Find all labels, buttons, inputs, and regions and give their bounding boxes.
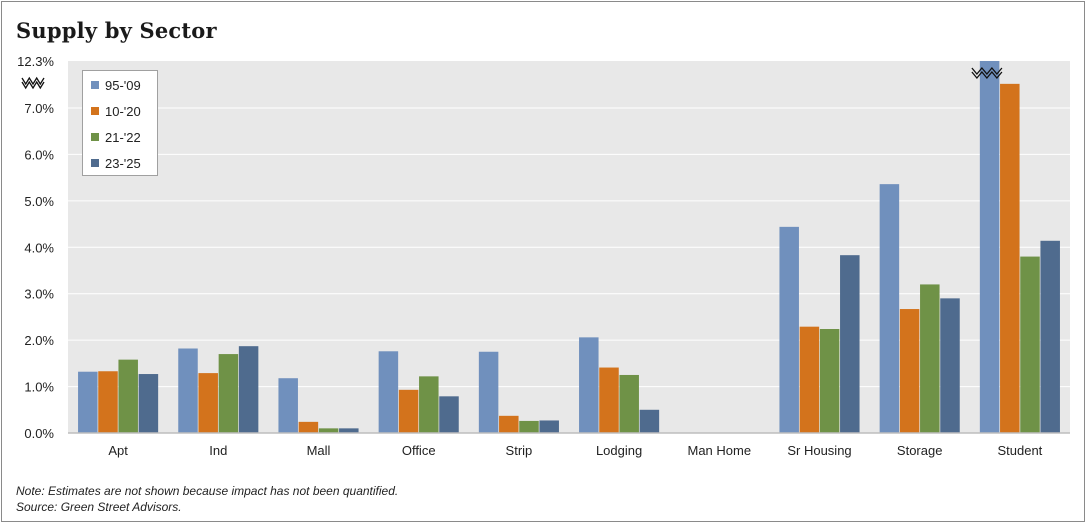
x-tick-label: Office xyxy=(402,443,436,458)
bar xyxy=(899,309,920,433)
x-tick-label: Apt xyxy=(108,443,128,458)
footnote: Note: Estimates are not shown because im… xyxy=(16,484,399,498)
x-tick-label: Strip xyxy=(506,443,533,458)
bar xyxy=(118,359,138,433)
y-tick-label: 1.0% xyxy=(24,380,54,395)
legend-label: 21-'22 xyxy=(105,130,141,145)
legend-swatch xyxy=(91,159,99,167)
bar xyxy=(819,329,840,433)
bar xyxy=(579,337,599,433)
chart-title: Supply by Sector xyxy=(16,18,217,43)
axes: 0.0% 1.0% 2.0% 3.0% 4.0% 5.0% 6.0% 7.0% 12.3% Apt… xyxy=(17,54,1070,458)
legend-swatch xyxy=(91,133,99,141)
bar xyxy=(419,376,439,433)
x-tick-label: Student xyxy=(997,443,1042,458)
y-tick-label: 2.0% xyxy=(24,333,54,348)
bar xyxy=(298,421,319,433)
bar xyxy=(879,184,900,433)
legend-swatch xyxy=(91,81,99,89)
bar xyxy=(519,420,539,433)
break-zigzag xyxy=(21,80,45,90)
y-tick-label: 3.0% xyxy=(24,287,54,302)
y-tick-label: 7.0% xyxy=(24,101,54,116)
x-tick-label: Sr Housing xyxy=(787,443,851,458)
source-note: Source: Green Street Advisors. xyxy=(16,500,182,514)
bar xyxy=(539,420,559,433)
bar xyxy=(1000,83,1020,433)
y-tick-label: 0.0% xyxy=(24,426,54,441)
bar xyxy=(278,378,298,433)
bar xyxy=(138,374,159,433)
x-tick-label: Mall xyxy=(307,443,331,458)
bar xyxy=(378,351,399,433)
bar xyxy=(238,346,259,433)
bar xyxy=(198,373,218,433)
bar xyxy=(439,396,459,433)
bar xyxy=(619,374,639,433)
y-tick-label: 12.3% xyxy=(17,54,54,69)
legend-label: 23-'25 xyxy=(105,156,141,171)
bar xyxy=(339,428,359,433)
bar xyxy=(318,428,339,433)
bar xyxy=(98,371,118,433)
legend: 95-'09 10-'20 21-'22 23-'25 xyxy=(82,70,158,176)
x-tick-label: Ind xyxy=(209,443,227,458)
bar xyxy=(779,226,799,433)
x-tick-label: Lodging xyxy=(596,443,642,458)
break-zigzag xyxy=(971,66,1003,76)
bar xyxy=(478,351,499,433)
bar xyxy=(1020,256,1040,433)
legend-item: 95-'09 xyxy=(91,79,141,93)
axis-break xyxy=(21,66,1003,90)
bar xyxy=(599,367,619,433)
legend-item: 21-'22 xyxy=(91,131,141,145)
bar xyxy=(840,255,860,433)
legend-label: 10-'20 xyxy=(105,104,141,119)
bar xyxy=(639,409,660,433)
bar xyxy=(78,371,98,433)
bar xyxy=(979,61,1000,433)
bar xyxy=(799,326,820,433)
x-tick-label: Storage xyxy=(897,443,943,458)
bar xyxy=(940,298,960,433)
y-tick-label: 4.0% xyxy=(24,240,54,255)
legend-item: 10-'20 xyxy=(91,105,141,119)
legend-item: 23-'25 xyxy=(91,157,141,171)
legend-label: 95-'09 xyxy=(105,78,141,93)
legend-swatch xyxy=(91,107,99,115)
bar xyxy=(1040,240,1060,433)
x-tick-label: Man Home xyxy=(688,443,752,458)
break-zigzag xyxy=(971,70,1003,80)
bar xyxy=(499,415,519,433)
bar xyxy=(218,354,239,433)
y-tick-label: 6.0% xyxy=(24,147,54,162)
bar xyxy=(920,284,940,433)
bar xyxy=(178,348,198,433)
bars xyxy=(78,61,1060,433)
break-zigzag xyxy=(21,76,45,86)
bar xyxy=(398,389,419,433)
y-tick-label: 5.0% xyxy=(24,194,54,209)
